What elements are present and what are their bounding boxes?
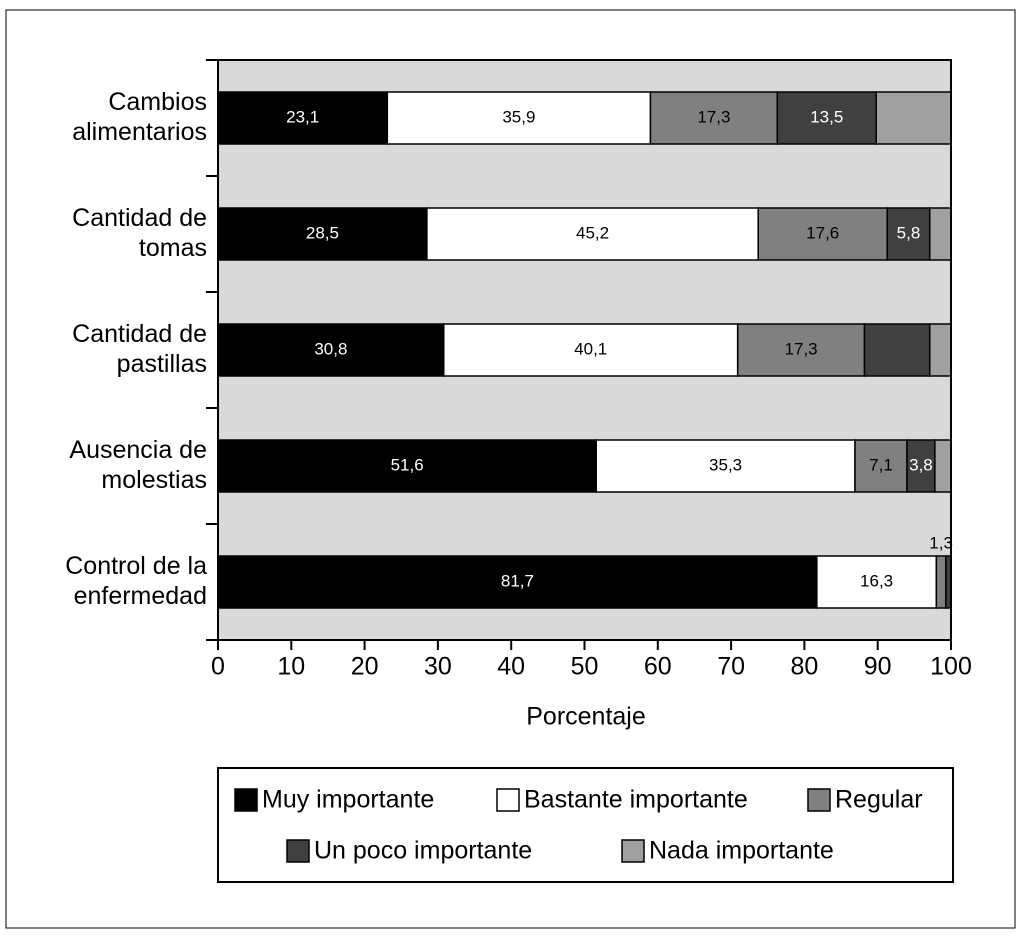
legend-label: Nada importante [649, 837, 834, 865]
legend-label: Muy importante [262, 786, 434, 814]
bar-segment [443, 323, 739, 377]
x-tick-label: 60 [644, 653, 672, 681]
bar-segment [736, 323, 866, 377]
data-label: 35,9 [502, 107, 535, 126]
data-label: 5,8 [897, 223, 921, 242]
data-label: 28,5 [306, 223, 339, 242]
x-tick-label: 40 [497, 653, 525, 681]
legend-swatch [234, 788, 258, 812]
data-label: 51,6 [391, 455, 424, 474]
bar-segment [934, 439, 952, 493]
x-tick-label: 20 [351, 653, 379, 681]
category-label: Cantidad de tomas [72, 204, 207, 262]
bar-segment [906, 439, 936, 493]
data-label: 17,3 [785, 339, 818, 358]
x-tick-label: 10 [277, 653, 305, 681]
x-tick-label: 0 [211, 653, 225, 681]
data-label: 16,3 [860, 571, 893, 590]
x-tick-label: 100 [930, 653, 972, 681]
x-tick-label: 50 [571, 653, 599, 681]
data-label: 35,3 [709, 455, 742, 474]
legend-label: Bastante importante [524, 786, 748, 814]
data-label: 13,5 [810, 107, 843, 126]
legend-swatch [621, 839, 645, 863]
data-label: 7,1 [869, 455, 893, 474]
category-label: Cambios alimentarios [72, 88, 207, 146]
data-label: 45,2 [576, 223, 609, 242]
data-label: 23,1 [286, 107, 319, 126]
legend-swatch [496, 788, 520, 812]
legend-swatch [286, 839, 310, 863]
bar-segment [863, 323, 931, 377]
data-label: 30,8 [314, 339, 347, 358]
x-tick-label: 70 [717, 653, 745, 681]
x-axis-label: Porcentaje [526, 703, 646, 731]
x-tick-label: 80 [790, 653, 818, 681]
x-tick-label: 90 [864, 653, 892, 681]
data-label: 40,1 [574, 339, 607, 358]
legend-label: Un poco importante [314, 837, 532, 865]
bar-segment [875, 91, 952, 145]
bar-segment [757, 207, 888, 261]
category-label: Cantidad de pastillas [72, 320, 207, 378]
data-label: 81,7 [501, 571, 534, 590]
bar-segment [595, 439, 856, 493]
legend-label: Regular [835, 786, 923, 814]
legend-swatch [807, 788, 831, 812]
bar-segment [649, 91, 779, 145]
data-label: 1,3 [929, 533, 953, 552]
bar-segment [928, 207, 952, 261]
x-tick-label: 30 [424, 653, 452, 681]
bar-segment [386, 91, 652, 145]
data-label: 17,6 [806, 223, 839, 242]
legend-box [217, 767, 954, 883]
bar-segment [776, 91, 877, 145]
bar-segment [426, 207, 759, 261]
data-label: 3,8 [909, 455, 933, 474]
bar-segment [928, 323, 952, 377]
bar-segment [217, 323, 445, 377]
bar-segment [816, 555, 938, 609]
data-label: 17,3 [697, 107, 730, 126]
category-label: Control de la enfermedad [65, 552, 207, 610]
bar-segment [935, 555, 947, 609]
bar-segment [217, 439, 597, 493]
category-label: Ausencia de molestias [69, 436, 207, 494]
